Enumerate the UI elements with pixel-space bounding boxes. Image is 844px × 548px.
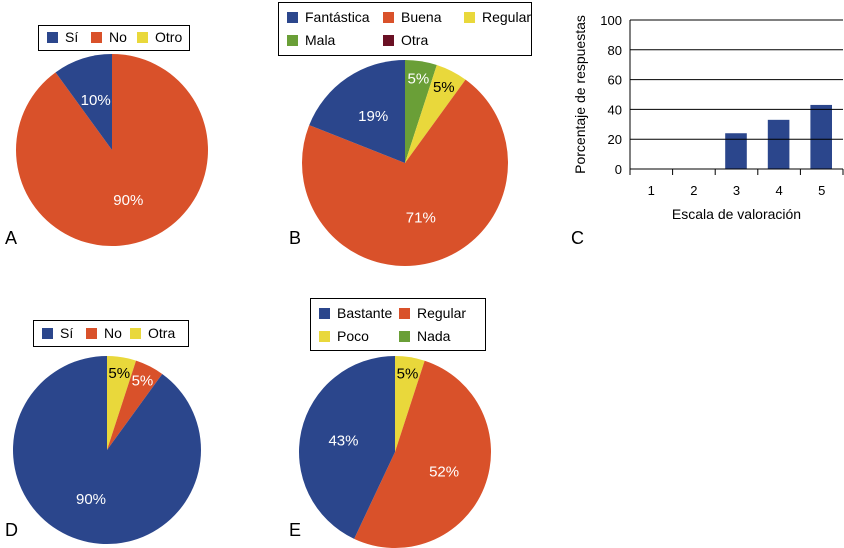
data-label: 5%: [433, 79, 455, 96]
legend-swatch: [287, 12, 298, 23]
legend-swatch: [383, 12, 394, 23]
legend: Sí No Otra: [33, 320, 189, 347]
panel-label-a: A: [5, 228, 18, 248]
y-tick-label: 40: [608, 102, 622, 117]
x-tick-label: 5: [818, 183, 825, 198]
pie-slice-sí: [12, 355, 202, 544]
y-tick-label: 100: [600, 13, 622, 28]
legend-label: Bastante: [337, 305, 393, 321]
legend-label: Poco: [337, 328, 369, 344]
y-tick-label: 80: [608, 43, 622, 58]
legend-label: Sí: [60, 325, 74, 341]
data-label: 10%: [81, 92, 111, 109]
data-label: 19%: [358, 108, 388, 125]
legend-swatch: [287, 35, 298, 46]
x-axis-title: Escala de valoración: [672, 206, 801, 222]
legend-item: Nada: [399, 328, 450, 344]
pie-slice-no: [107, 360, 163, 450]
legend: Bastante Regular Poco Nada: [310, 298, 486, 351]
panel-label-d: D: [5, 520, 18, 540]
legend-label: Buena: [401, 9, 442, 25]
legend-swatch: [399, 331, 410, 342]
legend-item: Otra: [383, 32, 428, 48]
legend: Sí No Otro: [38, 25, 190, 51]
legend-item: Fantástica: [287, 9, 370, 25]
legend-item: Mala: [287, 32, 335, 48]
data-label: 5%: [397, 365, 419, 382]
y-tick-label: 20: [608, 132, 622, 147]
legend-swatch: [137, 32, 148, 43]
data-label: 43%: [328, 432, 358, 449]
pie-slice-regular: [405, 65, 466, 163]
legend-label: Regular: [482, 9, 532, 25]
legend-item: Regular: [399, 305, 466, 321]
y-axis-title: Porcentaje de respuestas: [572, 15, 588, 174]
legend-item: No: [91, 29, 127, 45]
legend-swatch: [91, 32, 102, 43]
data-label: 71%: [406, 209, 436, 226]
x-tick-label: 3: [733, 183, 740, 198]
bar-4: [767, 119, 790, 169]
legend-label: No: [104, 325, 122, 341]
pie-slice-bastante: [299, 356, 395, 539]
data-label: 52%: [429, 463, 459, 480]
y-tick-label: 0: [615, 162, 622, 177]
legend-swatch: [319, 308, 330, 319]
x-tick-label: 4: [775, 183, 782, 198]
pie-slice-otra: [107, 356, 137, 450]
data-label: 5%: [132, 372, 154, 389]
legend-label: Otro: [155, 29, 183, 45]
legend: Fantástica Buena Regular Mala Otra: [278, 2, 532, 56]
pie-slice-regular: [354, 360, 492, 548]
legend-swatch: [319, 331, 330, 342]
legend-item: No: [86, 325, 122, 341]
legend-label: Sí: [65, 29, 79, 45]
x-tick-label: 2: [690, 183, 697, 198]
legend-item: Regular: [464, 9, 531, 25]
legend-swatch: [399, 308, 410, 319]
legend-label: Mala: [305, 32, 336, 48]
bar-3: [725, 133, 747, 169]
data-label: 90%: [76, 491, 106, 508]
legend-label: Otra: [401, 32, 429, 48]
legend-item: Poco: [319, 328, 369, 344]
legend-item: Otra: [130, 325, 175, 341]
legend-swatch: [130, 328, 141, 339]
y-tick-label: 60: [608, 73, 622, 88]
legend-swatch: [464, 12, 475, 23]
legend-label: Otra: [148, 325, 176, 341]
data-label: 90%: [113, 192, 143, 209]
pie-slice-fantástica: [309, 60, 405, 163]
legend-swatch: [86, 328, 97, 339]
panel-label-b: B: [289, 228, 302, 248]
pie-slice-mala: [405, 60, 437, 163]
bar-5: [810, 104, 832, 169]
legend-swatch: [47, 32, 58, 43]
panel-label-c: C: [571, 228, 584, 248]
legend-label: Regular: [417, 305, 467, 321]
pie-slice-poco: [395, 356, 425, 452]
legend-label: No: [109, 29, 127, 45]
pie-slice-sí: [55, 54, 112, 150]
legend-label: Nada: [417, 328, 451, 344]
legend-item: Sí: [42, 325, 73, 341]
legend-item: Otro: [137, 29, 182, 45]
legend-item: Buena: [383, 9, 441, 25]
data-label: 5%: [408, 71, 430, 88]
x-tick-label: 1: [648, 183, 655, 198]
panel-label-e: E: [289, 520, 302, 540]
legend-item: Bastante: [319, 305, 392, 321]
legend-swatch: [383, 35, 394, 46]
legend-item: Sí: [47, 29, 78, 45]
data-label: 5%: [108, 365, 130, 382]
pie-slice-buena: [302, 79, 508, 266]
legend-swatch: [42, 328, 53, 339]
legend-label: Fantástica: [305, 9, 370, 25]
